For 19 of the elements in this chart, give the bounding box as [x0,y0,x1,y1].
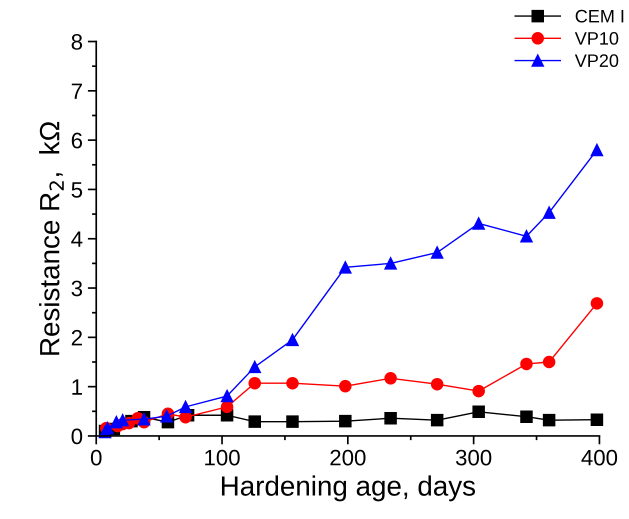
y-tick-label: 8 [72,34,82,50]
y-tick-label: 7 [72,84,82,99]
y-tick-label: 6 [72,132,82,148]
y-tick-label: 2 [72,330,82,346]
y-tick-label: 3 [72,280,82,296]
y-tick-label: 1 [72,379,82,395]
x-tick-label: 200 [330,450,366,466]
x-tick-label: 300 [456,450,492,466]
legend-label: VP10 [574,32,618,45]
y-axis-title: Resistance R$_{2}$, kΩ [39,122,64,355]
y-tick-label: 4 [71,232,82,247]
legend-label: VP20 [574,54,618,68]
legend-label: CEM I [576,10,624,23]
y-tick-label: 0 [72,428,82,444]
x-tick-label: 0 [90,450,102,466]
x-tick-label: 100 [205,450,240,466]
x-axis-title: Hardening age, days [222,475,476,502]
y-tick-label: 5 [72,182,82,198]
x-tick-label: 400 [581,450,618,466]
